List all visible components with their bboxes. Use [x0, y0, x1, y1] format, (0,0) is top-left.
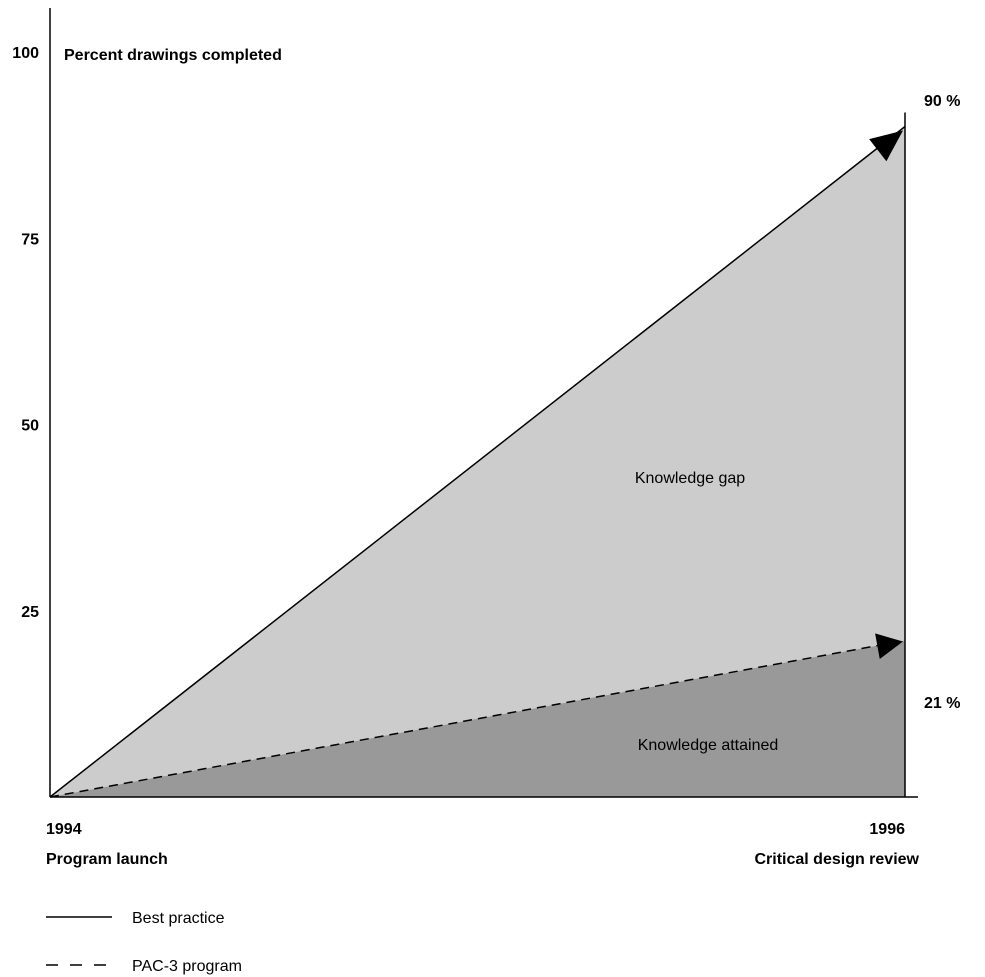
y-axis-label: Percent drawings completed [64, 47, 282, 64]
y-tick-label: 50 [21, 418, 39, 435]
x-tick-sublabel-end: Critical design review [754, 851, 919, 868]
y-tick-labels: 100 75 50 25 [12, 45, 39, 621]
legend: Best practice PAC-3 program [46, 910, 242, 975]
x-tick-sublabel-start: Program launch [46, 851, 168, 868]
y-tick-label: 75 [21, 231, 39, 248]
x-tick-label-end: 1996 [869, 821, 905, 838]
y-tick-label: 100 [12, 45, 39, 62]
legend-label-best-practice: Best practice [132, 910, 225, 927]
pac3-program-arrowhead [875, 633, 903, 660]
best-practice-line [49, 125, 906, 798]
y-tick-label: 25 [21, 604, 39, 621]
knowledge-attained-label: Knowledge attained [638, 737, 779, 754]
x-tick-label-start: 1994 [46, 821, 82, 838]
best-practice-arrowhead [869, 130, 903, 162]
knowledge-gap-label: Knowledge gap [635, 470, 745, 487]
legend-label-pac3-program: PAC-3 program [132, 958, 242, 975]
pac3-program-line [49, 639, 906, 798]
pac3-program-end-label: 21 % [924, 695, 960, 712]
best-practice-end-label: 90 % [924, 93, 960, 110]
